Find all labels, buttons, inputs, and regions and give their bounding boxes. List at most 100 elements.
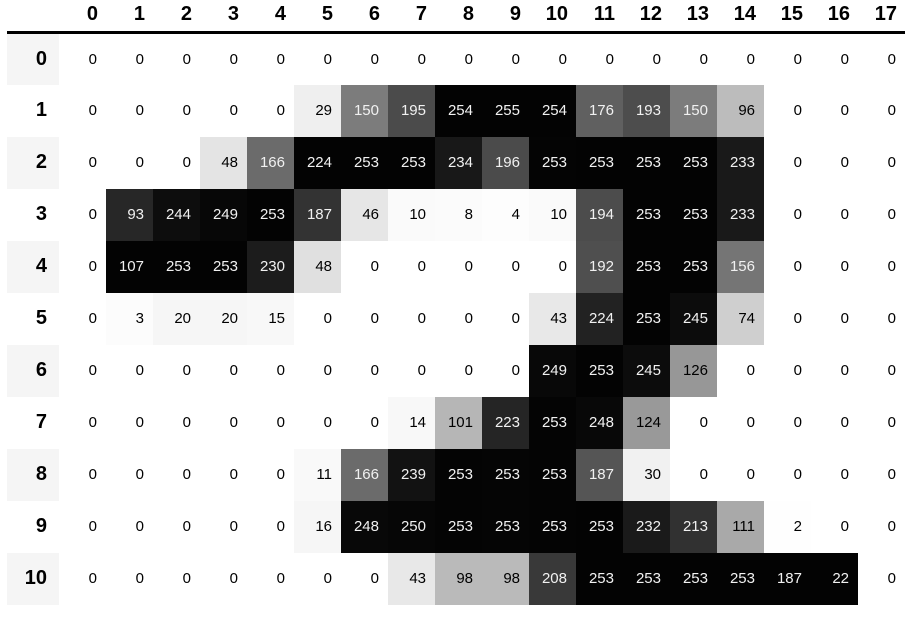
cell-r6-c11: 253 bbox=[576, 344, 623, 397]
column-header-8[interactable]: 8 bbox=[435, 0, 482, 34]
cell-r6-c6: 0 bbox=[341, 344, 388, 397]
column-header-14[interactable]: 14 bbox=[717, 0, 764, 34]
row-header-1[interactable]: 1 bbox=[7, 84, 59, 137]
row-header-9[interactable]: 9 bbox=[7, 500, 59, 553]
column-header-9[interactable]: 9 bbox=[482, 0, 529, 34]
cell-r1-c9: 255 bbox=[482, 84, 529, 137]
cell-r4-c17: 0 bbox=[858, 240, 905, 293]
cell-r4-c5: 48 bbox=[294, 240, 341, 293]
cell-r7-c17: 0 bbox=[858, 396, 905, 449]
row-header-8[interactable]: 8 bbox=[7, 448, 59, 501]
row-header-6[interactable]: 6 bbox=[7, 344, 59, 397]
cell-r7-c1: 0 bbox=[106, 396, 153, 449]
cell-r3-c6: 46 bbox=[341, 188, 388, 241]
row-header-2[interactable]: 2 bbox=[7, 136, 59, 189]
row-header-5[interactable]: 5 bbox=[7, 292, 59, 345]
table-row: 7 0 0 0 0 0 0 0 14 101 223 253 248 124 0 0 0 0 0 bbox=[7, 396, 905, 449]
cell-r0-c17: 0 bbox=[858, 32, 905, 85]
cell-r4-c2: 253 bbox=[153, 240, 200, 293]
column-header-0[interactable]: 0 bbox=[59, 0, 106, 34]
cell-r5-c0: 0 bbox=[59, 292, 106, 345]
column-header-16[interactable]: 16 bbox=[811, 0, 858, 34]
column-header-2[interactable]: 2 bbox=[153, 0, 200, 34]
cell-r8-c5: 11 bbox=[294, 448, 341, 501]
cell-r6-c0: 0 bbox=[59, 344, 106, 397]
cell-r1-c7: 195 bbox=[388, 84, 435, 137]
cell-r3-c17: 0 bbox=[858, 188, 905, 241]
cell-r9-c3: 0 bbox=[200, 500, 247, 553]
column-header-10[interactable]: 10 bbox=[529, 0, 576, 34]
column-header-12[interactable]: 12 bbox=[623, 0, 670, 34]
column-header-4[interactable]: 4 bbox=[247, 0, 294, 34]
column-header-13[interactable]: 13 bbox=[670, 0, 717, 34]
cell-r7-c12: 124 bbox=[623, 396, 670, 449]
cell-r0-c7: 0 bbox=[388, 32, 435, 85]
cell-r5-c11: 224 bbox=[576, 292, 623, 345]
cell-r7-c7: 14 bbox=[388, 396, 435, 449]
row-header-7[interactable]: 7 bbox=[7, 396, 59, 449]
table-row: 1 0 0 0 0 0 29 150 195 254 255 254 176 193 150 96 0 0 0 bbox=[7, 84, 905, 137]
cell-r0-c13: 0 bbox=[670, 32, 717, 85]
cell-r4-c13: 253 bbox=[670, 240, 717, 293]
cell-r2-c14: 233 bbox=[717, 136, 764, 189]
cell-r10-c17: 0 bbox=[858, 552, 905, 605]
cell-r8-c12: 30 bbox=[623, 448, 670, 501]
cell-r0-c1: 0 bbox=[106, 32, 153, 85]
cell-r0-c11: 0 bbox=[576, 32, 623, 85]
cell-r7-c0: 0 bbox=[59, 396, 106, 449]
cell-r3-c15: 0 bbox=[764, 188, 811, 241]
cell-r8-c10: 253 bbox=[529, 448, 576, 501]
row-header-4[interactable]: 4 bbox=[7, 240, 59, 293]
row-header-0[interactable]: 0 bbox=[7, 32, 59, 85]
column-header-1[interactable]: 1 bbox=[106, 0, 153, 34]
cell-r5-c1: 3 bbox=[106, 292, 153, 345]
cell-r6-c2: 0 bbox=[153, 344, 200, 397]
cell-r5-c2: 20 bbox=[153, 292, 200, 345]
row-header-3[interactable]: 3 bbox=[7, 188, 59, 241]
column-header-11[interactable]: 11 bbox=[576, 0, 623, 34]
cell-r3-c9: 4 bbox=[482, 188, 529, 241]
table-row: 6 0 0 0 0 0 0 0 0 0 0 249 253 245 126 0 0 0 0 bbox=[7, 344, 905, 397]
cell-r1-c15: 0 bbox=[764, 84, 811, 137]
cell-r10-c6: 0 bbox=[341, 552, 388, 605]
cell-r10-c12: 253 bbox=[623, 552, 670, 605]
column-header-6[interactable]: 6 bbox=[341, 0, 388, 34]
cell-r9-c2: 0 bbox=[153, 500, 200, 553]
cell-r3-c11: 194 bbox=[576, 188, 623, 241]
cell-r7-c4: 0 bbox=[247, 396, 294, 449]
cell-r4-c16: 0 bbox=[811, 240, 858, 293]
cell-r6-c13: 126 bbox=[670, 344, 717, 397]
cell-r2-c17: 0 bbox=[858, 136, 905, 189]
cell-r0-c3: 0 bbox=[200, 32, 247, 85]
cell-r4-c11: 192 bbox=[576, 240, 623, 293]
cell-r3-c2: 244 bbox=[153, 188, 200, 241]
cell-r2-c15: 0 bbox=[764, 136, 811, 189]
cell-r4-c12: 253 bbox=[623, 240, 670, 293]
column-header-15[interactable]: 15 bbox=[764, 0, 811, 34]
cell-r0-c14: 0 bbox=[717, 32, 764, 85]
cell-r1-c3: 0 bbox=[200, 84, 247, 137]
cell-r2-c6: 253 bbox=[341, 136, 388, 189]
column-header-17[interactable]: 17 bbox=[858, 0, 905, 34]
cell-r6-c12: 245 bbox=[623, 344, 670, 397]
cell-r4-c0: 0 bbox=[59, 240, 106, 293]
cell-r5-c5: 0 bbox=[294, 292, 341, 345]
cell-r1-c14: 96 bbox=[717, 84, 764, 137]
cell-r9-c11: 253 bbox=[576, 500, 623, 553]
cell-r6-c3: 0 bbox=[200, 344, 247, 397]
cell-r6-c10: 249 bbox=[529, 344, 576, 397]
cell-r0-c15: 0 bbox=[764, 32, 811, 85]
column-header-5[interactable]: 5 bbox=[294, 0, 341, 34]
cell-r3-c7: 10 bbox=[388, 188, 435, 241]
column-header-3[interactable]: 3 bbox=[200, 0, 247, 34]
cell-r0-c16: 0 bbox=[811, 32, 858, 85]
row-header-10[interactable]: 10 bbox=[7, 552, 59, 605]
cell-r6-c5: 0 bbox=[294, 344, 341, 397]
cell-r4-c15: 0 bbox=[764, 240, 811, 293]
cell-r8-c4: 0 bbox=[247, 448, 294, 501]
cell-r9-c6: 248 bbox=[341, 500, 388, 553]
column-header-7[interactable]: 7 bbox=[388, 0, 435, 34]
cell-r1-c8: 254 bbox=[435, 84, 482, 137]
cell-r2-c10: 253 bbox=[529, 136, 576, 189]
